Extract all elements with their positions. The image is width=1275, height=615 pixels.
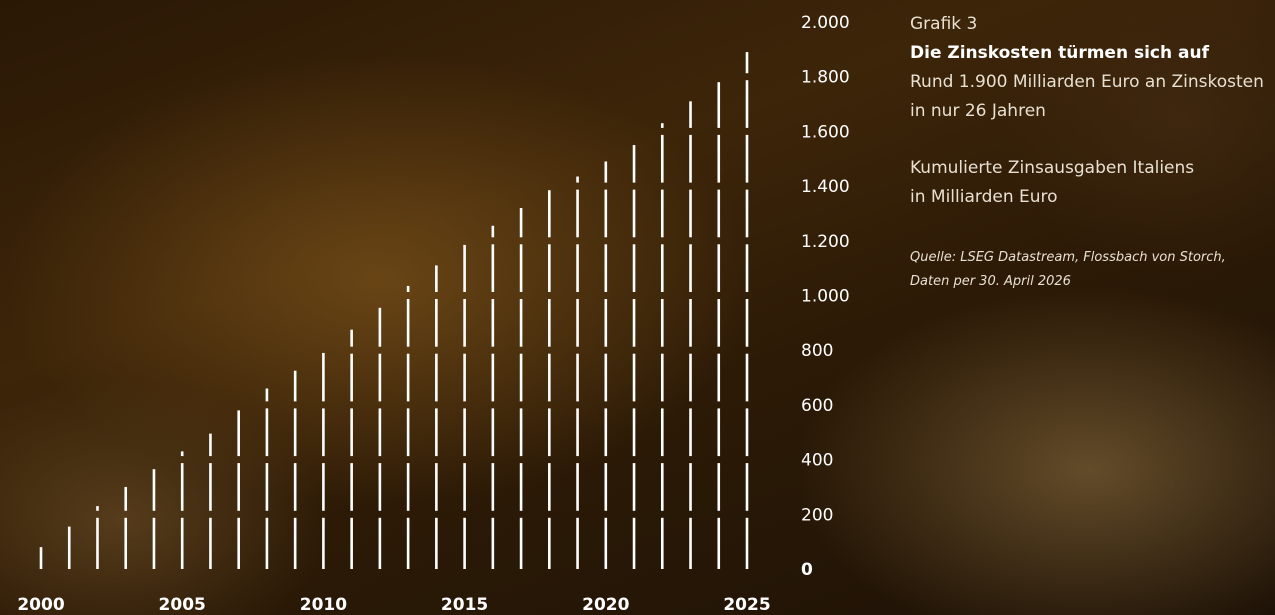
chart-kicker: Grafik 3 [910, 14, 978, 34]
x-tick-label: 2020 [582, 595, 629, 615]
y-tick-label: 400 [801, 451, 833, 471]
x-tick-label: 2005 [159, 595, 206, 615]
y-tick-label: 200 [801, 505, 833, 525]
y-tick-label: 1.600 [801, 122, 850, 142]
x-tick-label: 2000 [17, 595, 64, 615]
chart-source-line-1: Quelle: LSEG Datastream, Flossbach von S… [910, 250, 1226, 265]
y-tick-label: 0 [801, 560, 813, 580]
chart-title: Die Zinskosten türmen sich auf [910, 43, 1209, 63]
y-tick-label: 800 [801, 341, 833, 361]
chart-subtitle-line-1: Rund 1.900 Milliarden Euro an Zinskosten [910, 72, 1264, 92]
x-tick-label: 2025 [723, 595, 770, 615]
chart-source-line-2: Daten per 30. April 2026 [910, 274, 1071, 289]
chart-description-line-1: Kumulierte Zinsausgaben Italiens [910, 158, 1195, 178]
x-tick-label: 2015 [441, 595, 488, 615]
x-axis: 2000 2005 2010 2015 2020 2025 [17, 595, 770, 615]
y-axis: 0 200 400 600 800 1.000 1.200 1.400 1.600 1.800 2.… [801, 13, 850, 580]
y-tick-label: 1.400 [801, 177, 850, 197]
chart-info-panel: Grafik 3 Die Zinskosten türmen sich auf … [910, 10, 1275, 294]
chart-description-line-2: in Milliarden Euro [910, 187, 1058, 207]
x-tick-label: 2010 [300, 595, 347, 615]
y-tick-label: 600 [801, 396, 833, 416]
y-tick-label: 1.200 [801, 232, 850, 252]
y-tick-label: 1.800 [801, 68, 850, 88]
y-tick-label: 2.000 [801, 13, 850, 33]
y-tick-label: 1.000 [801, 287, 850, 307]
chart-subtitle-line-2: in nur 26 Jahren [910, 101, 1046, 121]
bars-group [39, 52, 749, 569]
